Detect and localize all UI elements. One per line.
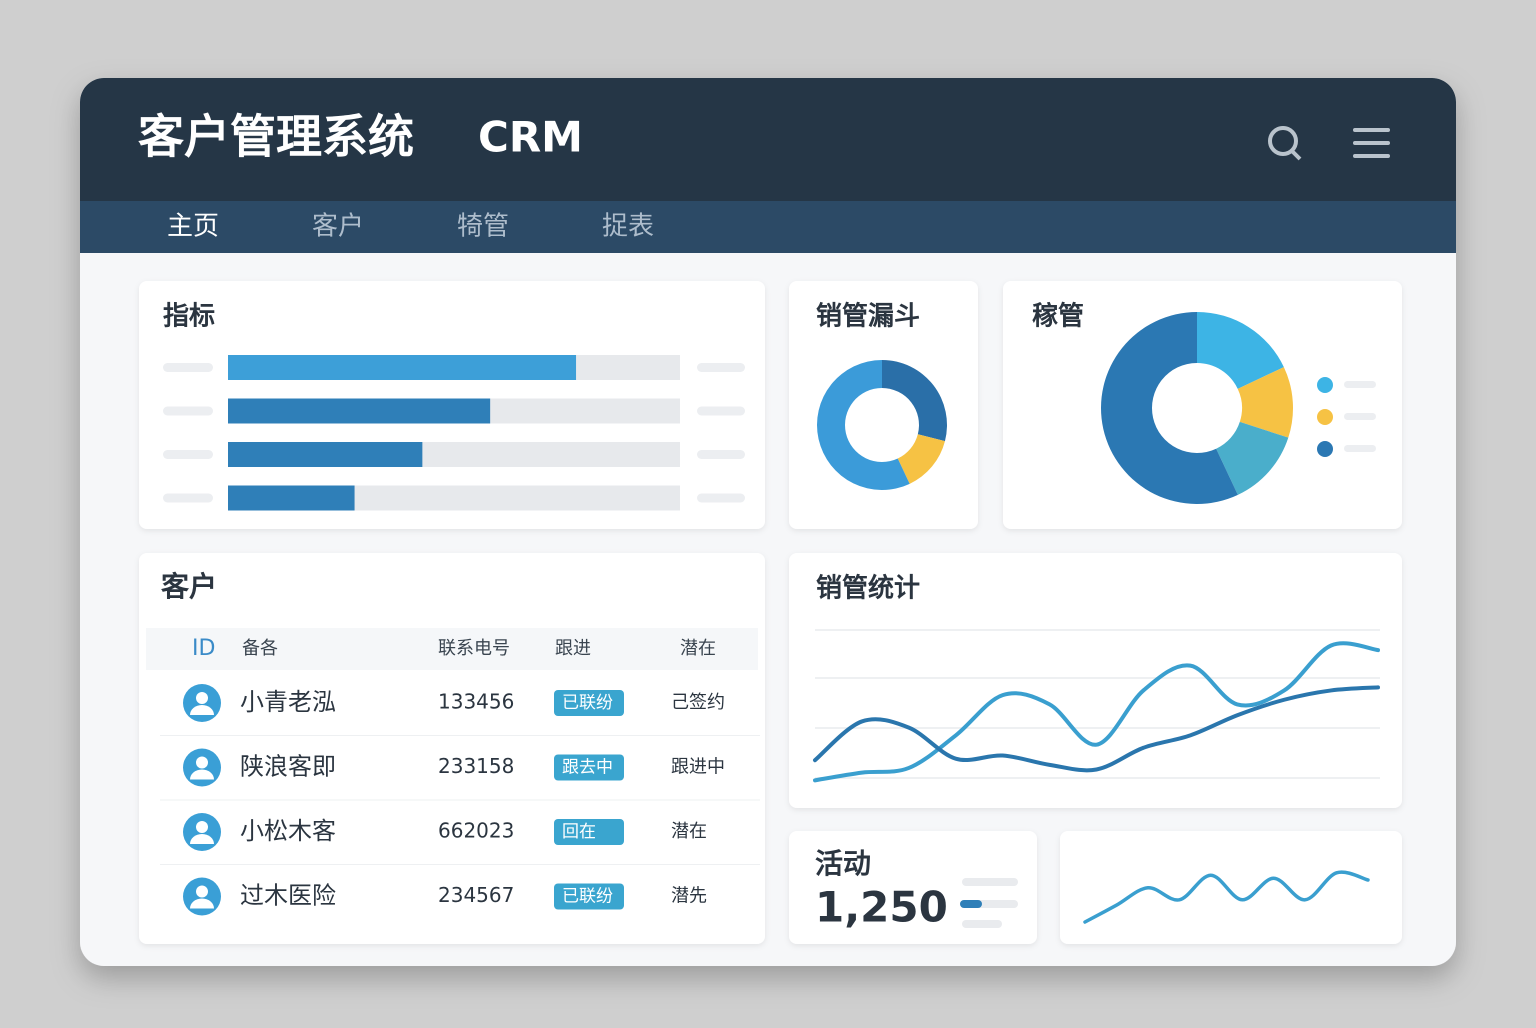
nav-item[interactable]: 犄管 xyxy=(457,212,509,242)
nav-item[interactable]: 捉表 xyxy=(602,212,654,242)
stage-label: 己签约 xyxy=(671,692,725,713)
placeholder xyxy=(697,450,745,459)
share-card xyxy=(1003,281,1402,529)
nav-bar xyxy=(80,201,1456,253)
customer-phone: 234567 xyxy=(438,883,514,907)
activity-value: 1,250 xyxy=(815,883,948,932)
pie-slice xyxy=(1237,367,1293,438)
stage-label: 潜在 xyxy=(671,821,707,842)
card-title: 销管漏斗 xyxy=(816,302,920,332)
placeholder xyxy=(163,450,213,459)
avatar-head xyxy=(196,692,208,704)
column-header: 备各 xyxy=(242,638,278,659)
placeholder xyxy=(960,900,982,908)
status-badge xyxy=(554,883,624,910)
pie-slice xyxy=(1101,312,1238,505)
search-icon[interactable] xyxy=(1268,126,1302,161)
avatar-body xyxy=(190,898,214,909)
customer-name: 小青老泓 xyxy=(240,688,336,716)
nav-item[interactable]: 客户 xyxy=(312,212,364,242)
customer-phone: 133456 xyxy=(438,690,514,714)
pie-slice xyxy=(882,360,947,442)
card-title: 稼管 xyxy=(1032,302,1084,332)
placeholder xyxy=(163,406,213,416)
legend-placeholder xyxy=(1344,413,1376,420)
nav-item[interactable]: 主页 xyxy=(167,212,219,242)
column-header: 跟进 xyxy=(555,638,591,659)
customer-name: 过木医险 xyxy=(240,882,336,910)
placeholder xyxy=(163,493,213,503)
pie-slice xyxy=(897,434,945,484)
legend-dot xyxy=(1317,409,1333,425)
status-label: 已联纷 xyxy=(562,887,613,907)
column-header: 潜在 xyxy=(680,638,716,659)
bar xyxy=(228,485,355,511)
placeholders xyxy=(960,878,1018,928)
status-badge xyxy=(554,690,624,716)
avatar-body xyxy=(190,834,214,844)
app-title: 客户管理系统 xyxy=(138,110,414,164)
card-title: 销管统计 xyxy=(816,573,920,604)
activity-card xyxy=(789,831,1037,944)
customers-title: 客户 xyxy=(161,570,217,603)
stage-label: 潜先 xyxy=(671,886,707,907)
pie-slice xyxy=(1197,312,1284,389)
card-title: 指标 xyxy=(163,302,215,332)
status-label: 已联纷 xyxy=(562,693,613,713)
placeholder xyxy=(697,406,745,416)
bar xyxy=(228,398,491,424)
header-bar xyxy=(80,78,1456,201)
avatar-head xyxy=(196,821,208,833)
legend-placeholder xyxy=(1344,381,1376,388)
bar xyxy=(228,442,423,467)
stage-label: 跟进中 xyxy=(671,757,725,778)
placeholder xyxy=(697,363,745,372)
status-label: 回在 xyxy=(562,822,596,842)
avatar-body xyxy=(190,769,214,780)
line-series xyxy=(813,685,1380,773)
legend-dot xyxy=(1317,377,1333,393)
table-header-bg xyxy=(146,628,758,670)
avatar-head xyxy=(196,756,208,769)
line-series xyxy=(813,641,1380,783)
activity-title: 活动 xyxy=(815,847,871,880)
pie-slice xyxy=(1216,421,1289,495)
app-subtitle: CRM xyxy=(478,113,583,162)
placeholder xyxy=(697,493,745,503)
status-badge xyxy=(554,819,624,845)
column-header: 联系电号 xyxy=(438,638,510,659)
customer-phone: 233158 xyxy=(438,754,514,778)
legend-dot xyxy=(1317,441,1333,457)
customer-name: 陕浪客即 xyxy=(240,753,336,781)
line-series xyxy=(1083,870,1370,924)
sparkline-card xyxy=(1060,831,1402,944)
bar xyxy=(228,355,577,380)
customer-phone: 662023 xyxy=(438,819,514,843)
customer-name: 小松木客 xyxy=(240,817,336,845)
placeholder xyxy=(163,363,213,372)
menu-icon[interactable] xyxy=(1353,128,1390,158)
placeholder xyxy=(962,920,1002,928)
status-badge xyxy=(554,754,624,781)
status-label: 跟去中 xyxy=(562,758,613,778)
column-header: ID xyxy=(192,636,215,661)
pie-slice xyxy=(816,360,910,491)
legend-placeholder xyxy=(1344,445,1376,452)
avatar-head xyxy=(196,885,208,898)
placeholder xyxy=(962,878,1018,886)
avatar-body xyxy=(190,705,214,715)
